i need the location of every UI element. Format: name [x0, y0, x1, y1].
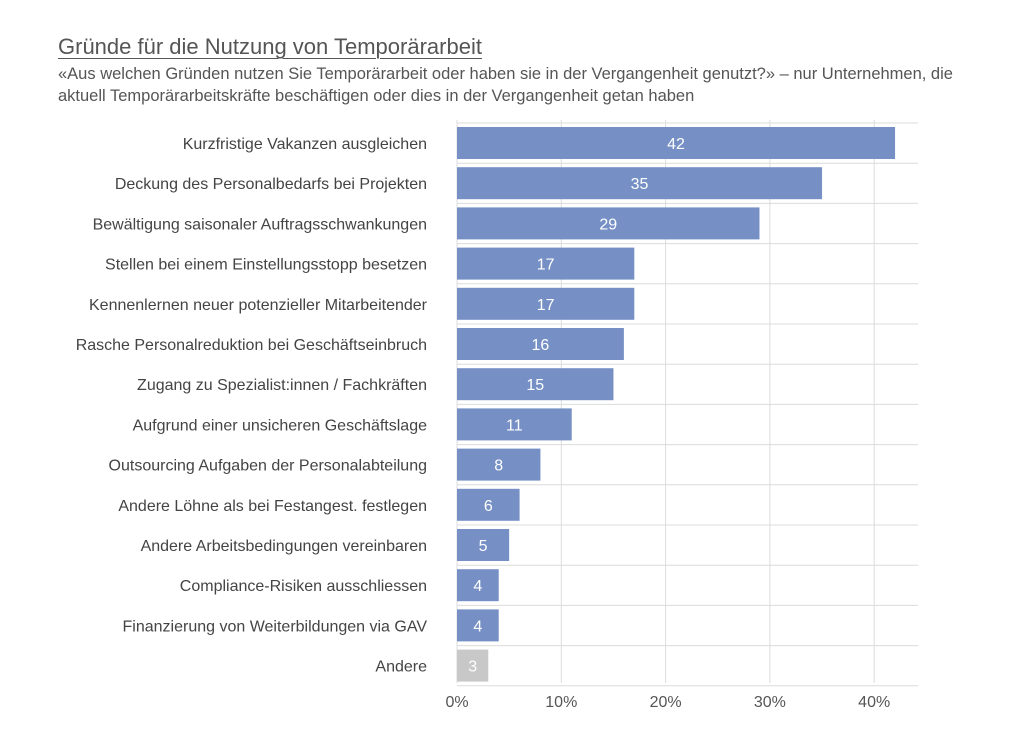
category-label: Bewältigung saisonaler Auftragsschwankun…	[93, 216, 427, 233]
grid-layer	[456, 120, 918, 687]
bar	[457, 529, 510, 561]
category-label: Zugang zu Spezialist:innen / Fachkräften	[137, 377, 427, 394]
category-label-layer: Kurzfristige Vakanzen ausgleichen Deckung…	[76, 136, 428, 676]
data-label: 5	[479, 538, 488, 555]
category-label: Kurzfristige Vakanzen ausgleichen	[183, 136, 427, 153]
bar-layer: 42 35 29 17 17 16 15 11 8 6 5 4 4 3	[457, 127, 896, 682]
data-label: 8	[494, 458, 503, 475]
data-label: 4	[473, 578, 482, 595]
data-label: 4	[473, 618, 482, 635]
bar	[457, 448, 541, 481]
x-tick-label: 0%	[445, 694, 468, 711]
data-label: 42	[667, 136, 685, 153]
bar	[457, 649, 489, 682]
bar	[457, 408, 572, 441]
bar	[457, 609, 499, 642]
x-tick-label: 20%	[650, 694, 682, 711]
category-label: Deckung des Personalbedarfs bei Projekte…	[115, 176, 427, 193]
bar	[457, 167, 823, 200]
category-label: Andere	[375, 659, 427, 676]
category-label: Compliance-Risiken ausschliessen	[180, 578, 427, 595]
x-tick-label: 40%	[858, 694, 890, 711]
data-label: 35	[631, 176, 649, 193]
chart-title: Gründe für die Nutzung von Temporärarbei…	[58, 34, 482, 59]
bar	[457, 207, 760, 240]
bar	[457, 368, 614, 401]
category-label: Andere Löhne als bei Festangest. festleg…	[118, 498, 427, 515]
data-label: 15	[526, 377, 544, 394]
data-label: 17	[537, 297, 555, 314]
x-axis-tick-layer: 0% 10% 20% 30% 40%	[445, 694, 890, 711]
bar	[457, 287, 635, 320]
x-tick-label: 30%	[754, 694, 786, 711]
data-label: 17	[537, 257, 555, 274]
category-label: Kennenlernen neuer potenzieller Mitarbei…	[89, 297, 428, 314]
chart-subtitle: «Aus welchen Gründen nutzen Sie Temporär…	[58, 65, 953, 105]
category-label: Andere Arbeitsbedingungen vereinbaren	[141, 538, 427, 555]
bar	[457, 328, 624, 360]
category-label: Aufgrund einer unsicheren Geschäftslage	[133, 417, 428, 434]
category-label: Stellen bei einem Einstellungsstopp bese…	[105, 257, 427, 274]
data-label: 11	[506, 417, 523, 434]
data-label: 6	[484, 498, 493, 515]
data-label: 29	[599, 216, 617, 233]
category-label: Rasche Personalreduktion bei Geschäftsei…	[76, 337, 427, 354]
bar	[457, 127, 896, 159]
bar	[457, 247, 635, 280]
category-label: Outsourcing Aufgaben der Personalabteilu…	[109, 458, 427, 475]
x-tick-label: 10%	[545, 694, 577, 711]
bar	[457, 488, 520, 521]
data-label: 3	[468, 659, 477, 676]
data-label: 16	[532, 337, 550, 354]
bar	[457, 569, 499, 602]
category-label: Finanzierung von Weiterbildungen via GAV	[123, 618, 428, 635]
